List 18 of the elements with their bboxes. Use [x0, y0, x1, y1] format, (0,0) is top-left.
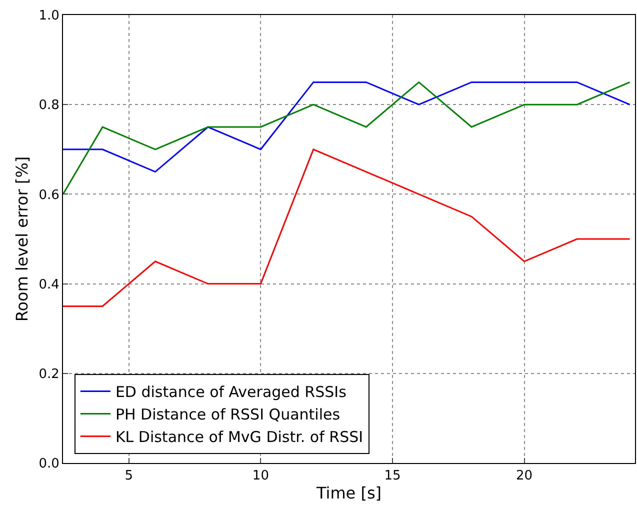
y-tick-label: 0.6 — [38, 188, 60, 203]
legend-label: KL Distance of MvG Distr. of RSSI — [115, 428, 364, 446]
y-tick-label: 0.0 — [38, 456, 60, 472]
x-tick-label: 20 — [516, 468, 533, 484]
y-axis-title: Room level error [%] — [12, 156, 32, 322]
line-series — [63, 81, 630, 195]
y-tick-label: 0.8 — [38, 98, 60, 114]
line-series — [63, 148, 630, 307]
legend-label: PH Distance of RSSI Quantiles — [115, 406, 340, 424]
x-tick-label: 10 — [252, 468, 269, 484]
line-series — [63, 81, 630, 173]
y-tick-label: 0.2 — [38, 366, 60, 382]
y-tick-label: 0.4 — [38, 277, 60, 292]
y-tick-label: 1.0 — [38, 8, 60, 24]
x-tick-label: 5 — [124, 468, 134, 484]
x-axis-title: Time [s] — [315, 483, 382, 502]
legend-label: ED distance of Averaged RSSIs — [115, 383, 347, 402]
x-tick-label: 15 — [384, 468, 401, 484]
